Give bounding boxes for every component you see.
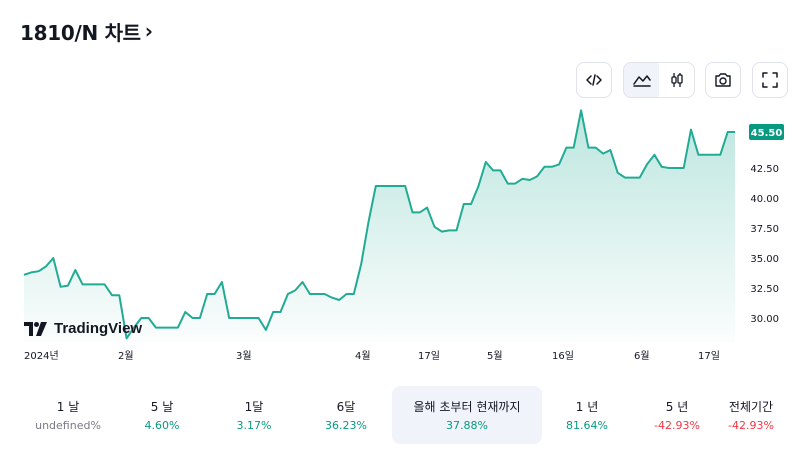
period-change: undefined% (35, 419, 101, 432)
period-label: 1 날 (56, 400, 80, 414)
period-3[interactable]: 6달 36.23% (300, 386, 392, 444)
period-label: 전체기간 (728, 400, 774, 414)
area-fill (24, 110, 735, 343)
period-selector: 1 날 undefined% 5 날 4.60% 1달 3.17% 6달 36.23% 올해 초… (20, 386, 780, 446)
x-tick-label: 17일 (418, 350, 440, 362)
candlestick-icon (670, 73, 683, 87)
x-tick-label: 6월 (634, 350, 650, 362)
tradingview-logo-text: TradingView (54, 320, 143, 337)
area-chart-button[interactable] (624, 63, 659, 97)
period-label: 5 날 (150, 400, 174, 414)
period-4[interactable]: 올해 초부터 현재까지 37.88% (392, 386, 542, 444)
embed-code-button[interactable] (576, 62, 612, 98)
period-change: 36.23% (325, 419, 367, 432)
tradingview-logo[interactable]: TradingView (24, 320, 142, 337)
x-tick-label: 17일 (698, 350, 720, 362)
x-tick-label: 3월 (236, 350, 252, 362)
x-tick-label: 4월 (355, 350, 371, 362)
price-chart[interactable]: 30.00 32.50 35.00 37.50 40.00 42.50 2024년 2월 3월… (0, 108, 800, 368)
y-tick-label: 35.00 (750, 254, 779, 265)
period-0[interactable]: 1 날 undefined% (20, 386, 116, 444)
page-title[interactable]: 1810/N 차트 › (20, 16, 153, 46)
fullscreen-button[interactable] (752, 62, 788, 98)
period-change: -42.93% (728, 419, 774, 432)
period-6[interactable]: 5 년 -42.93% (632, 386, 722, 444)
y-tick-label: 42.50 (750, 164, 779, 175)
y-tick-label: 30.00 (750, 314, 779, 325)
period-1[interactable]: 5 날 4.60% (116, 386, 208, 444)
area-chart-svg[interactable]: 30.00 32.50 35.00 37.50 40.00 42.50 2024년 2월 3월… (0, 108, 800, 368)
last-price-badge (749, 124, 784, 140)
last-price-label: 45.50 (751, 128, 783, 139)
camera-icon (715, 73, 731, 87)
y-tick-label: 40.00 (750, 194, 779, 205)
code-icon (586, 74, 602, 86)
period-change: 3.17% (236, 419, 272, 432)
chevron-right-icon: › (144, 19, 154, 43)
period-label: 올해 초부터 현재까지 (413, 400, 521, 414)
period-change: 81.64% (566, 419, 608, 432)
period-label: 5 년 (665, 400, 689, 414)
fullscreen-icon (762, 72, 778, 88)
chart-style-toggle (623, 62, 695, 98)
period-2[interactable]: 1달 3.17% (208, 386, 300, 444)
period-change: 4.60% (144, 419, 180, 432)
area-chart-icon (632, 75, 651, 87)
x-tick-label: 2월 (118, 350, 134, 362)
tradingview-logo-icon (24, 321, 47, 336)
y-tick-label: 32.50 (750, 284, 779, 295)
period-7[interactable]: 전체기간 -42.93% (722, 386, 780, 444)
y-tick-label: 37.50 (750, 224, 779, 235)
x-tick-label: 2024년 (24, 350, 59, 362)
chart-title: 1810/N 차트 (20, 20, 141, 45)
period-5[interactable]: 1 년 81.64% (542, 386, 632, 444)
period-change: -42.93% (654, 419, 700, 432)
x-tick-label: 16일 (552, 350, 574, 362)
period-label: 1 년 (575, 400, 599, 414)
period-label: 1달 (244, 400, 264, 414)
candlestick-chart-button[interactable] (659, 63, 694, 97)
snapshot-button[interactable] (705, 62, 741, 98)
price-line (23, 109, 735, 340)
x-tick-label: 5월 (487, 350, 503, 362)
period-label: 6달 (336, 400, 356, 414)
period-change: 37.88% (446, 419, 488, 432)
